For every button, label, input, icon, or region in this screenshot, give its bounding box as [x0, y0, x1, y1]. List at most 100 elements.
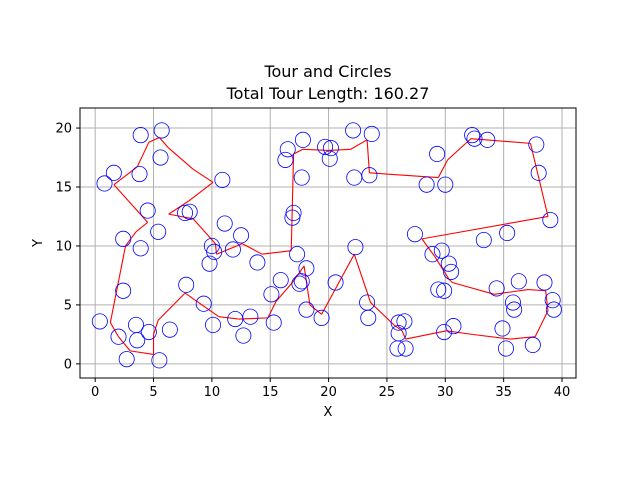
circle-point	[466, 130, 483, 147]
circle-point	[285, 204, 302, 221]
circle-point	[440, 255, 457, 272]
tour-segment	[446, 330, 473, 335]
circle-point	[488, 280, 505, 297]
circle-point	[406, 226, 423, 243]
circle-point	[499, 224, 516, 242]
circle-point	[390, 314, 407, 331]
circle-point	[178, 276, 195, 293]
y-tick-label: 20	[55, 122, 72, 137]
x-tick-label: 30	[437, 385, 454, 400]
circle-point	[544, 292, 561, 309]
tour-segment	[118, 336, 131, 352]
circle-point	[139, 202, 156, 219]
circle-point	[530, 164, 547, 181]
circle-point	[436, 323, 453, 341]
circle-point	[249, 254, 266, 271]
circle-point	[436, 282, 453, 299]
circle-point	[216, 215, 233, 232]
tour-segment	[494, 289, 529, 295]
circle-point	[430, 281, 447, 298]
tour-segment	[321, 253, 355, 315]
tour-segment	[168, 213, 194, 220]
tour-segment	[534, 310, 549, 337]
tour-segment	[168, 147, 194, 170]
circle-point	[497, 340, 514, 357]
tour-segment	[109, 245, 127, 323]
tour-segment	[528, 289, 546, 292]
tour-segment	[353, 254, 372, 303]
circle-point	[347, 239, 364, 256]
tour-segment	[216, 243, 243, 255]
tour-segment	[529, 143, 549, 217]
circle-point	[443, 263, 460, 280]
x-tick-label: 20	[320, 385, 337, 400]
circle-point	[293, 273, 310, 290]
y-axis-label: Y	[31, 239, 46, 248]
circle-point	[118, 351, 135, 368]
circle-point	[181, 203, 198, 220]
circle-point	[205, 316, 222, 334]
plot-frame	[79, 107, 577, 379]
circle-point	[110, 328, 127, 345]
circle-point	[437, 176, 454, 193]
circle-point	[528, 136, 545, 153]
circle-point	[321, 150, 338, 167]
circle-point	[291, 275, 308, 292]
circle-point	[132, 240, 149, 257]
circle-point	[524, 336, 541, 354]
tour-segment	[447, 138, 472, 161]
circle-point	[91, 313, 108, 330]
tour-segment	[153, 320, 159, 335]
circle-point	[132, 127, 149, 144]
y-tick-label: 0	[64, 357, 72, 372]
circle-point	[294, 131, 311, 148]
circle-point	[265, 314, 282, 331]
circle-point	[96, 175, 113, 192]
tour-segment	[293, 148, 304, 155]
circle-point	[345, 122, 362, 139]
circle-point	[298, 301, 315, 318]
circle-point	[479, 131, 496, 148]
y-tick-label: 5	[64, 298, 72, 313]
tour-segment	[261, 250, 292, 255]
x-axis-label: X	[324, 405, 333, 420]
circle-point	[152, 149, 169, 166]
circle-point	[542, 211, 559, 229]
circle-point	[317, 138, 334, 155]
x-tick-label: 35	[495, 385, 512, 400]
circle-point	[429, 145, 446, 163]
tour-segment	[188, 181, 214, 202]
circle-point	[233, 227, 250, 244]
tour-segment	[405, 330, 447, 340]
tour-segment	[218, 316, 239, 320]
x-tick-label: 5	[149, 385, 157, 400]
circle-point	[242, 308, 259, 325]
tour-segment	[130, 350, 154, 355]
tour-segment	[290, 153, 295, 251]
circle-point	[390, 325, 407, 342]
circle-point	[506, 301, 523, 318]
circle-point	[346, 169, 363, 186]
x-tick-label: 0	[91, 385, 99, 400]
circle-point	[424, 246, 441, 263]
circle-point	[206, 243, 223, 260]
circle-point	[105, 164, 122, 181]
circle-point	[272, 272, 289, 289]
tour-segment	[350, 139, 368, 150]
axis-ticks: 0 5 10 15 20 25 30 35 40 0 5 10 15 20	[55, 122, 570, 400]
circle-point	[389, 340, 406, 357]
tour-segment	[302, 148, 329, 151]
circle-point	[361, 167, 378, 184]
tour-segment	[452, 281, 495, 295]
tour-segment	[192, 168, 214, 183]
circle-point	[494, 320, 511, 337]
circle-point	[464, 127, 481, 144]
circle-point	[115, 282, 132, 299]
tour-segment	[192, 218, 216, 244]
circle-point	[433, 242, 450, 259]
circle-point	[235, 327, 252, 344]
circle-point	[298, 260, 315, 277]
tour-segment	[157, 292, 186, 321]
circle-point	[536, 274, 553, 291]
circle-point	[504, 294, 521, 311]
